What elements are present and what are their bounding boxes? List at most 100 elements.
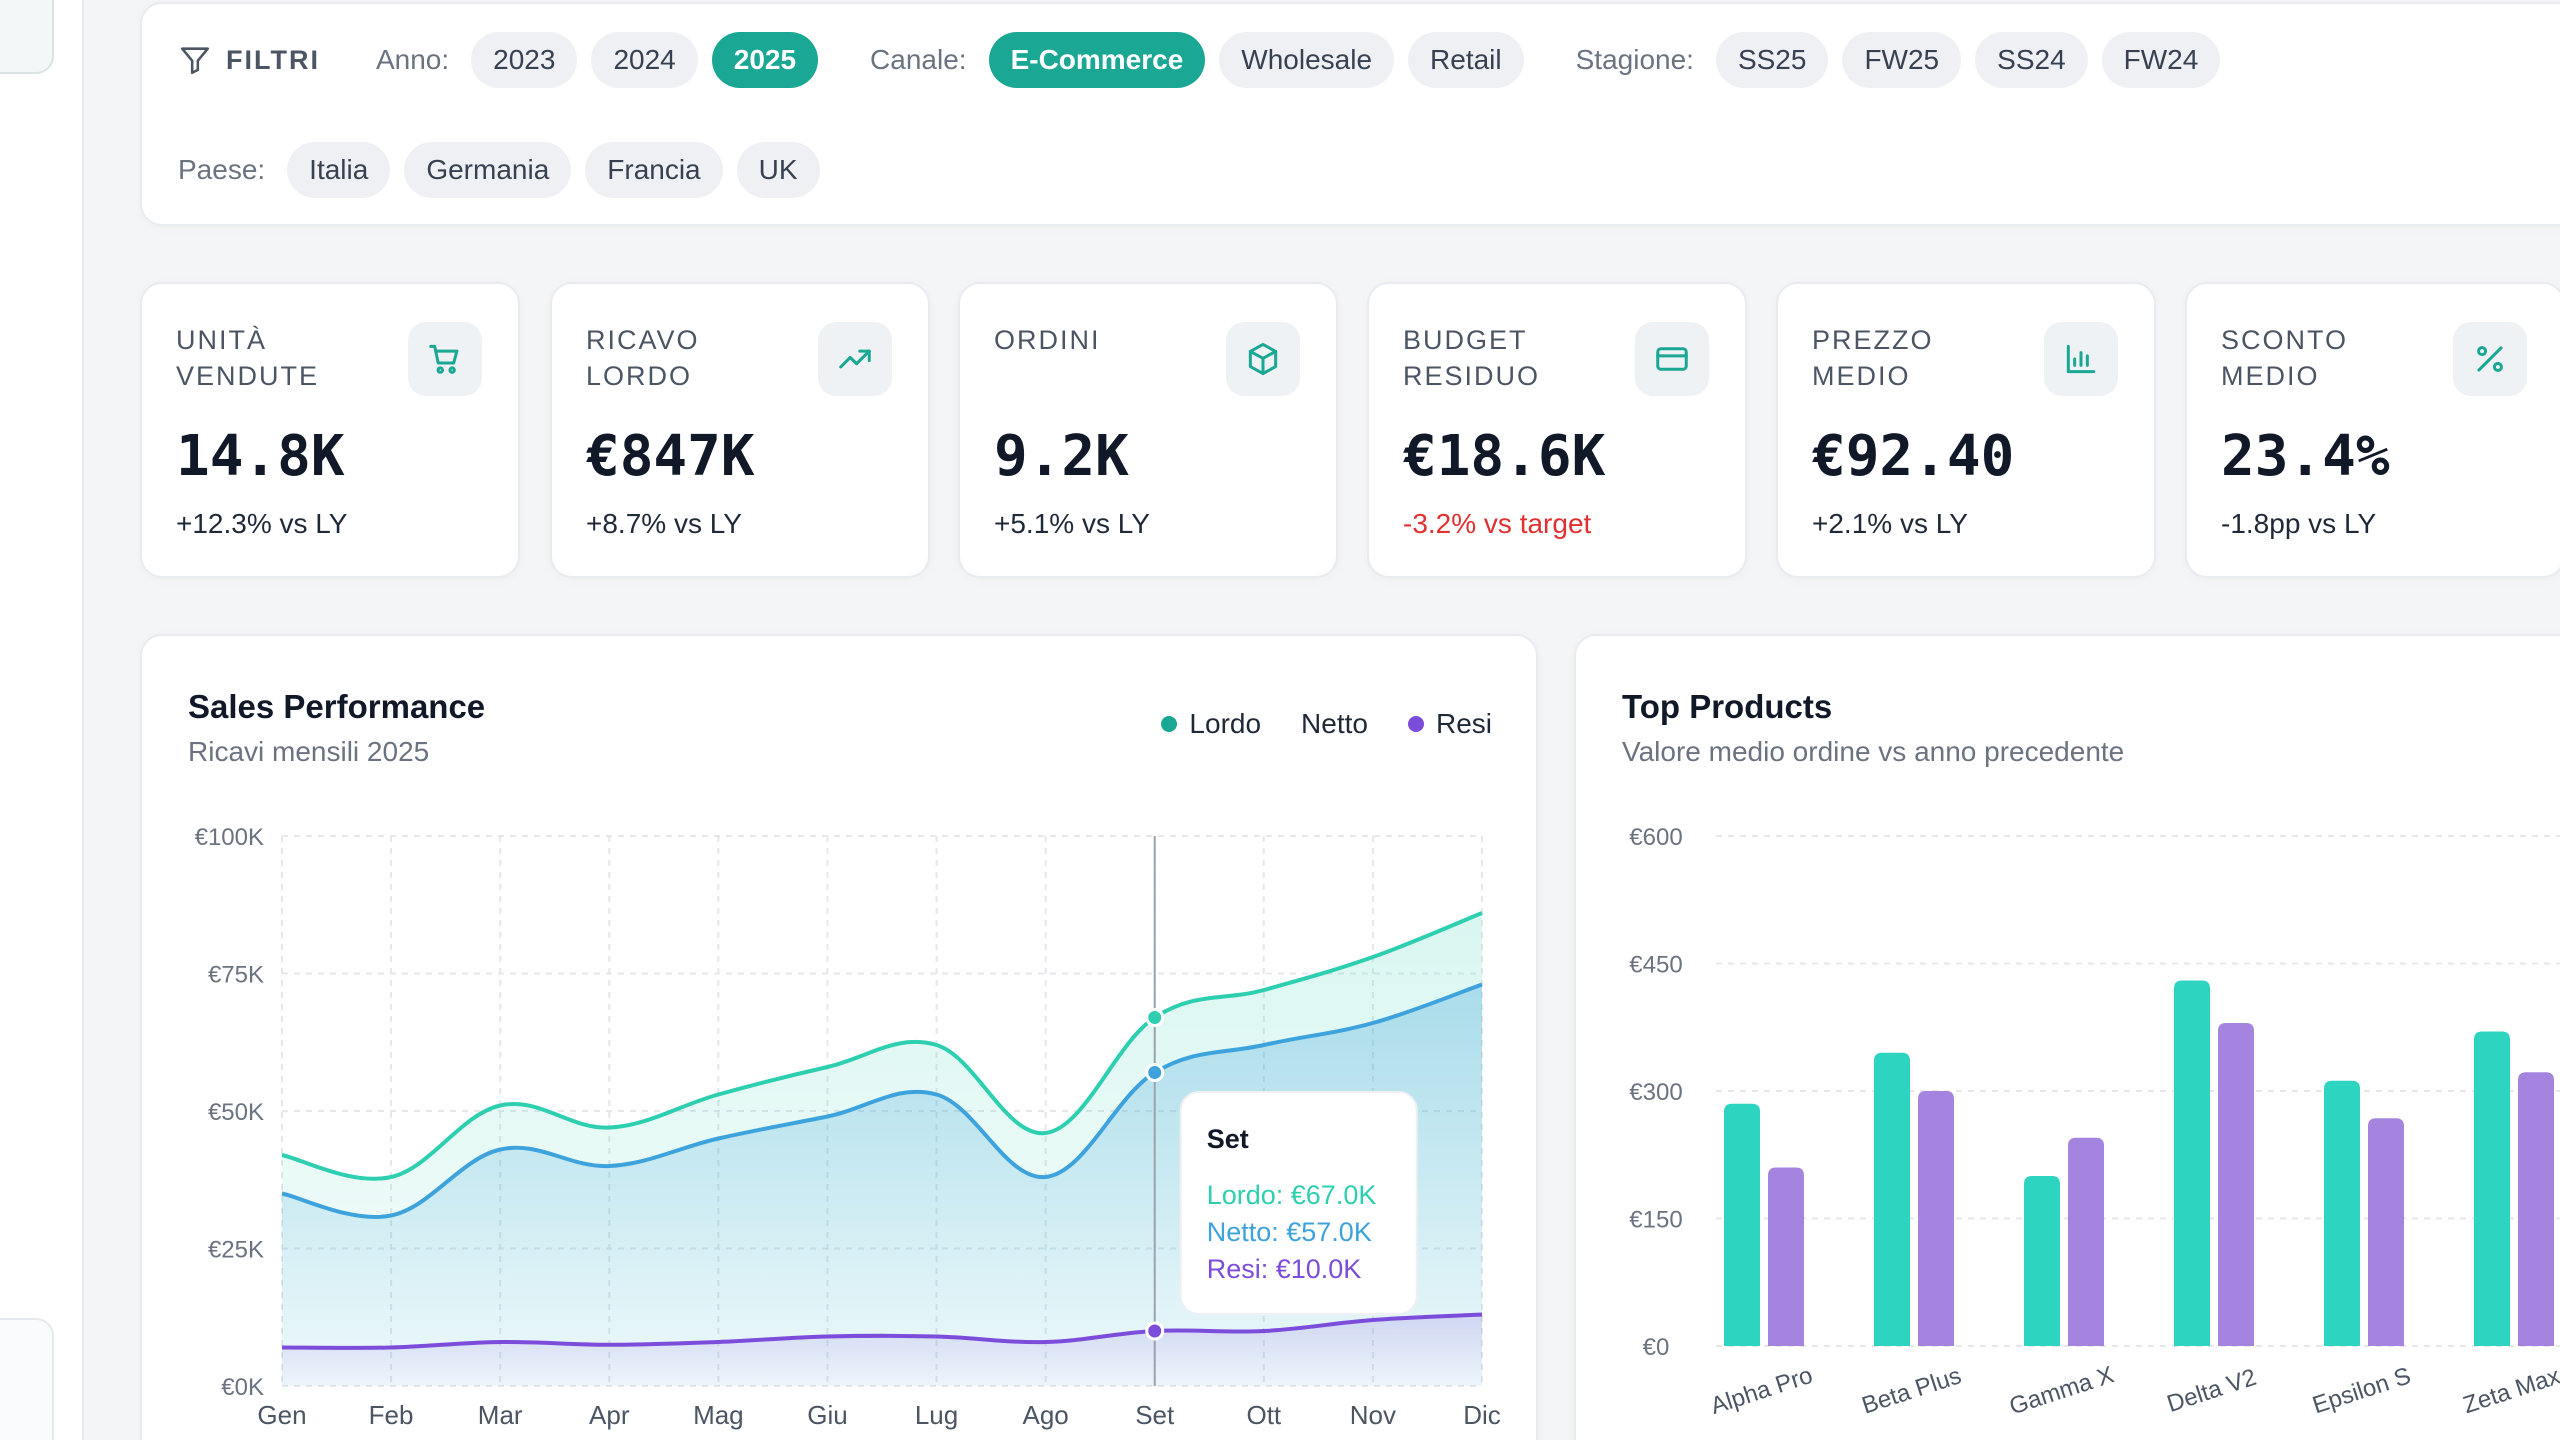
y-tick-label: €25K [208,1237,264,1264]
x-tick-label: Apr [589,1400,630,1430]
season-chip-ss25[interactable]: SS25 [1715,32,1829,88]
year-chip-2025[interactable]: 2025 [711,32,819,88]
tooltip-line: Netto: €57.0K [1207,1217,1372,1247]
channel-chip-retail[interactable]: Retail [1408,32,1524,88]
year-chip-2024[interactable]: 2024 [591,32,698,88]
legend-dot [1161,716,1178,732]
bar-zeta-max-1 [2518,1072,2554,1346]
x-tick-label: Beta Plus [1859,1362,1965,1419]
credit-card-icon [1656,347,1688,371]
country-chip-francia[interactable]: Francia [585,142,723,198]
bar-beta-plus-0 [1874,1052,1910,1346]
filters-row-1: FILTRI Anno: 2023 2024 2025 Canale: E-Comm… [178,32,2234,88]
x-tick-label: Ott [1246,1400,1281,1430]
bar-gamma-x-1 [2068,1137,2104,1346]
percent-icon [2477,346,2503,372]
kpi-delta: +8.7% vs LY [586,508,742,539]
kpi-card-sconto-medio[interactable]: SCONTO MEDIO 23.4% -1.8pp vs LY [2185,282,2560,578]
tooltip-line: Resi: €10.0K [1207,1254,1362,1284]
kpi-icon-badge [1635,322,1709,396]
kpi-value: 23.4% [2221,424,2390,489]
country-label: Paese: [178,154,266,185]
products-chart: €0 €150 €300 €450 €600 Alpha Pro Beta Plus Gamm… [1629,824,2560,1420]
kpi-delta: -1.8pp vs LY [2221,508,2377,539]
y-tick-label: €300 [1629,1079,1682,1106]
kpi-icon-badge [2453,322,2527,396]
country-chip-uk[interactable]: UK [736,142,820,198]
x-tick-label: Epsilon S [2309,1362,2414,1419]
x-tick-label: Gen [257,1400,306,1430]
season-chip-fw24[interactable]: FW24 [2101,32,2221,88]
channel-chip-wholesale[interactable]: Wholesale [1219,32,1395,88]
x-tick-label: Mag [693,1400,744,1430]
highlight-point-lordo [1145,1008,1165,1027]
year-chip-2023[interactable]: 2023 [471,32,578,88]
legend-item-resi[interactable]: Resi [1407,708,1492,740]
y-tick-label: €150 [1629,1207,1682,1234]
year-label: Anno: [375,44,450,75]
x-tick-label: Nov [1350,1400,1396,1430]
legend-item-lordo[interactable]: Lordo [1161,708,1261,740]
kpi-label: PREZZO MEDIO [1812,325,1934,391]
kpi-icon-badge [408,322,482,396]
x-tick-label: Lug [915,1400,958,1430]
bar-zeta-max-0 [2474,1031,2510,1346]
kpi-value: €18.6K [1403,424,1606,489]
bar-alpha-pro-1 [1768,1167,1804,1346]
bar-epsilon-s-1 [2368,1118,2404,1346]
sales-title: Sales Performance [188,688,486,725]
kpi-card-ricavo-lordo[interactable]: RICAVO LORDO €847K +8.7% vs LY [550,282,930,578]
package-icon [1248,342,1278,376]
legend-item-netto[interactable]: Netto [1301,708,1368,740]
channel-chip-e-commerce[interactable]: E-Commerce [988,32,1206,88]
kpi-card-prezzo-medio[interactable]: PREZZO MEDIO €92.40 +2.1% vs LY [1776,282,2156,578]
filter-icon [180,47,210,75]
year-chips: 2023 2024 2025 [471,32,832,88]
kpi-label: UNITÀ VENDUTE [176,325,320,391]
x-tick-label: Zeta Max [2460,1363,2560,1420]
bar-delta-v2-0 [2174,980,2210,1346]
y-tick-label: €0 [1643,1334,1670,1361]
kpi-icon-badge [818,322,892,396]
country-chip-germania[interactable]: Germania [404,142,572,198]
kpi-label: BUDGET RESIDUO [1403,325,1541,391]
x-tick-label: Dic [1463,1400,1501,1430]
kpi-value: 14.8K [176,424,345,489]
season-chip-ss24[interactable]: SS24 [1975,32,2088,88]
sidebar-nav-item[interactable] [0,0,54,74]
products-subtitle: Valore medio ordine vs anno precedente [1622,736,2125,767]
x-tick-label: Ago [1023,1400,1069,1430]
kpi-card-ordini[interactable]: ORDINI 9.2K +5.1% vs LY [958,282,1338,578]
kpi-card-unit-vendute[interactable]: UNITÀ VENDUTE 14.8K +12.3% vs LY [140,282,520,578]
sales-chart: €0K €25K €50K €75K €100K Gen Feb Mar Apr Mag Giu Lu… [195,824,1501,1430]
tooltip-title: Set [1207,1124,1249,1154]
products-title: Top Products [1622,688,1833,725]
y-tick-label: €450 [1629,952,1682,979]
cart-icon [429,344,459,374]
season-chip-fw25[interactable]: FW25 [1842,32,1962,88]
sales-subtitle: Ricavi mensili 2025 [188,736,430,767]
channel-chips: E-Commerce Wholesale Retail [988,32,1538,88]
tooltip-line: Lordo: €67.0K [1207,1180,1377,1210]
kpi-card-budget-residuo[interactable]: BUDGET RESIDUO €18.6K -3.2% vs target [1367,282,1747,578]
kpi-label: RICAVO LORDO [586,325,700,391]
country-chip-italia[interactable]: Italia [287,142,391,198]
season-chips: SS25 FW25 SS24 FW24 [1715,32,2234,88]
kpi-icon-badge [2044,322,2118,396]
y-tick-label: €600 [1629,824,1682,851]
trend-up-icon [839,349,871,369]
bar-epsilon-s-0 [2324,1080,2360,1346]
x-tick-label: Mar [478,1400,523,1430]
filters-row-2: Paese: Italia Germania Francia UK [178,142,834,198]
y-tick-label: €0K [221,1374,264,1401]
bar-gamma-x-0 [2024,1176,2060,1346]
sidebar-footer-item[interactable] [0,1318,54,1440]
kpi-value: €92.40 [1812,424,2015,489]
chart-tooltip: Set Lordo: €67.0K Netto: €57.0K Resi: €10.0… [1179,1091,1418,1315]
legend-label: Lordo [1189,708,1262,739]
series-line-lordo [281,911,1483,1181]
sidebar [0,0,84,1440]
bar-beta-plus-1 [1918,1091,1954,1346]
highlight-point-netto [1145,1063,1165,1082]
series-line-resi [281,1312,1483,1350]
